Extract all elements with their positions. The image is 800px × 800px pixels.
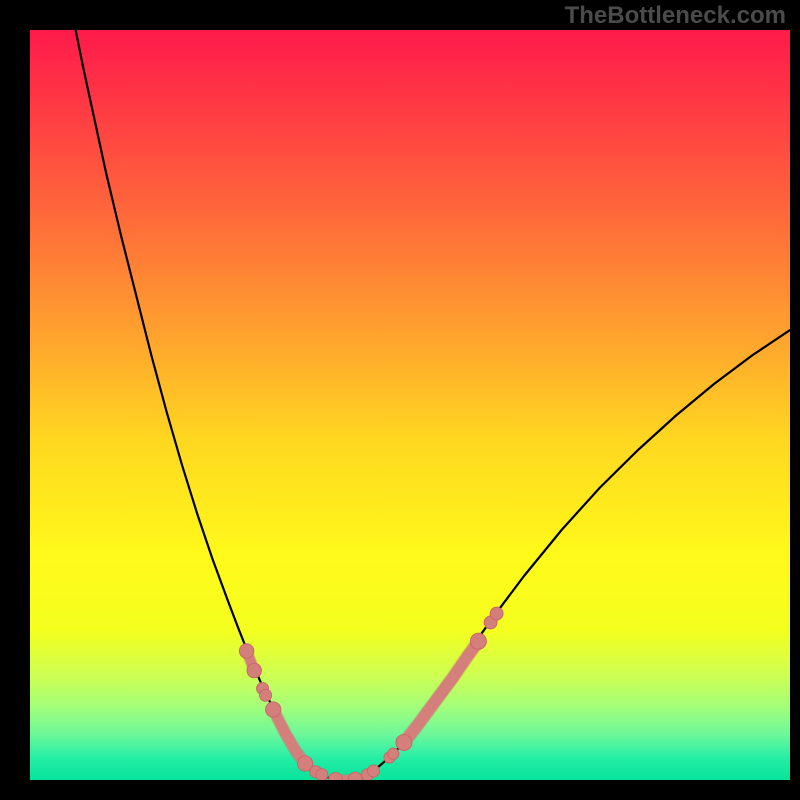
marker-cap-1-1 xyxy=(260,689,272,701)
marker-cap-7-0 xyxy=(396,735,412,751)
frame-left xyxy=(0,0,30,800)
marker-cap-6-1 xyxy=(388,748,399,759)
marker-cap-5-1 xyxy=(368,765,380,777)
frame-right xyxy=(790,0,800,800)
marker-cap-0-1 xyxy=(247,663,261,677)
marker-cap-7-1 xyxy=(470,633,486,649)
marker-cap-2-0 xyxy=(266,702,281,717)
plot-svg xyxy=(30,30,790,780)
plot-background xyxy=(30,30,790,780)
marker-cap-3-1 xyxy=(316,769,328,780)
marker-cap-0-0 xyxy=(239,644,253,658)
frame-bottom xyxy=(0,780,800,800)
watermark-text: TheBottleneck.com xyxy=(565,2,786,30)
plot-area xyxy=(30,30,790,780)
marker-cap-8-1 xyxy=(490,607,503,620)
